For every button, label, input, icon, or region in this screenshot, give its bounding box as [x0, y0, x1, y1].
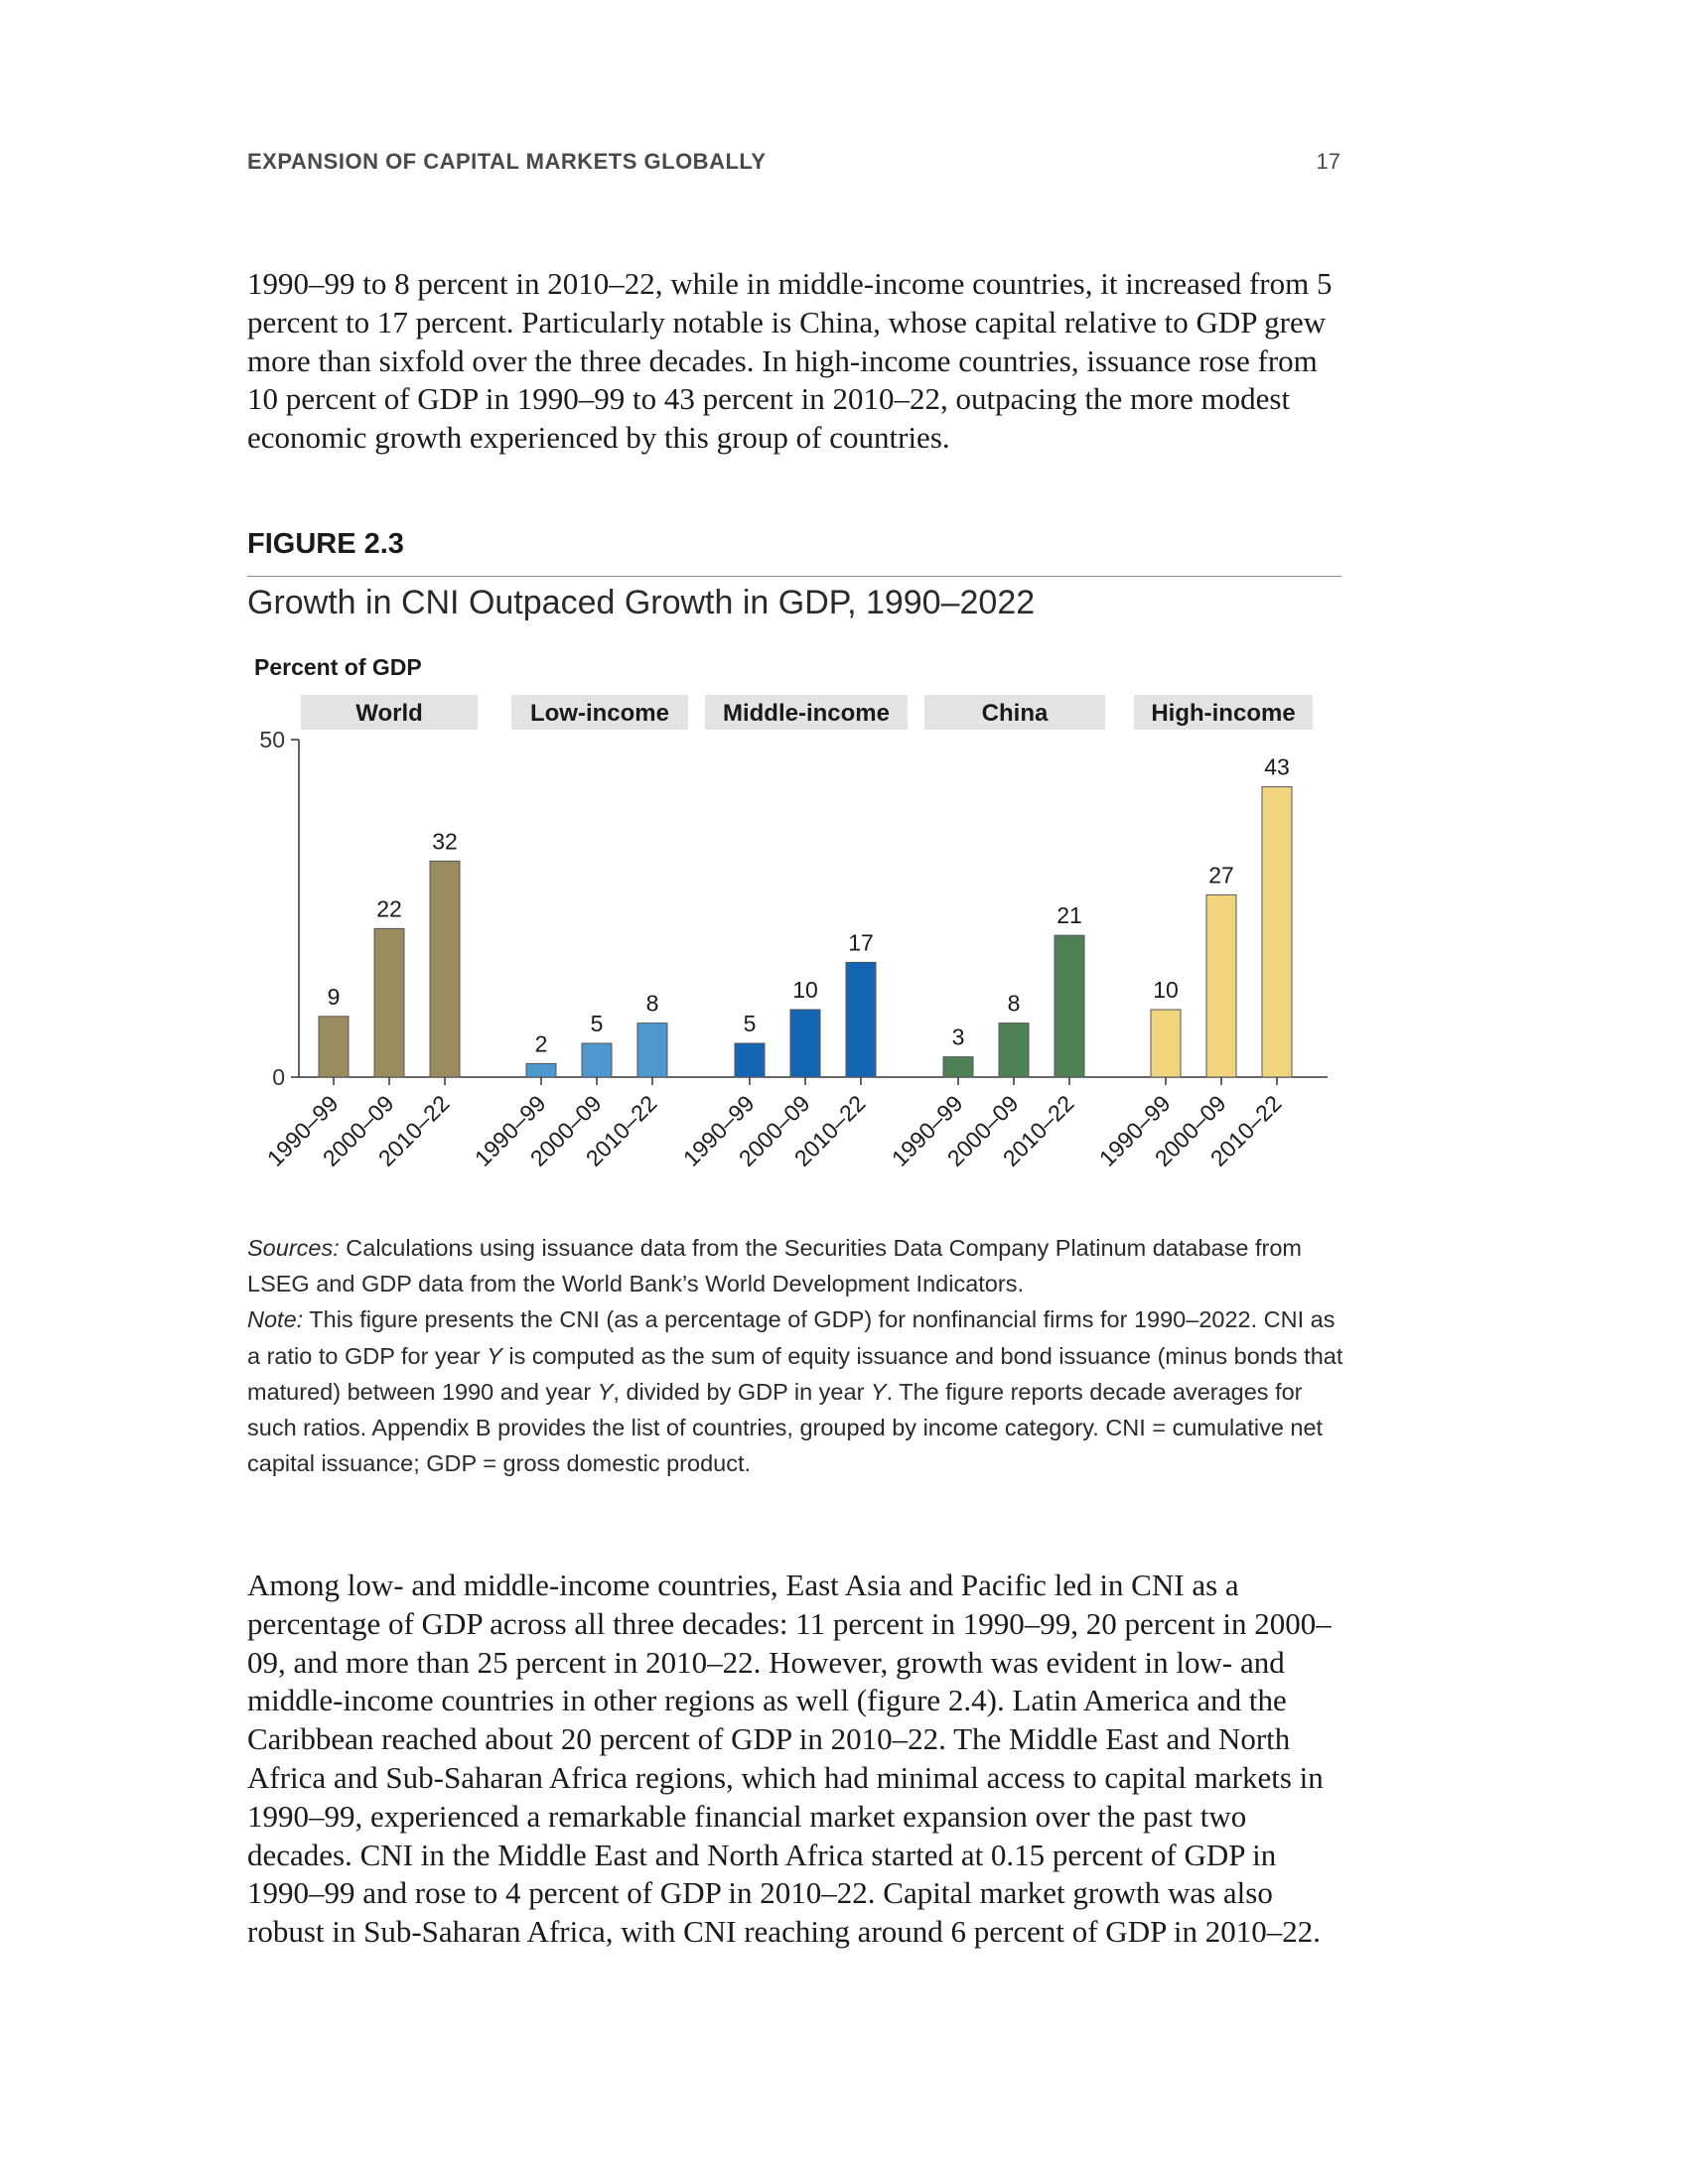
panel-header-label: World [355, 700, 423, 727]
note-part-4: . The figure reports decade averages for… [247, 1378, 1324, 1477]
panel-header-label: China [982, 700, 1049, 727]
data-label: 9 [328, 984, 341, 1010]
y-tick-label: 50 [259, 727, 285, 752]
note-part-1: This figure presents the CNI (as a perce… [247, 1306, 1336, 1369]
bar [1205, 893, 1237, 1078]
body-paragraph-1: 1990–99 to 8 percent in 2010–22, while i… [247, 266, 1333, 456]
note-label: Note: [247, 1306, 304, 1333]
note-var-3: Y [870, 1378, 887, 1405]
data-label: 21 [1056, 902, 1082, 928]
sources-note: Sources: Calculations using issuance dat… [247, 1230, 1349, 1301]
data-label: 32 [432, 828, 458, 854]
data-label: 10 [1153, 977, 1179, 1003]
data-label: 43 [1264, 754, 1290, 780]
bar [1150, 1009, 1182, 1078]
bar [998, 1023, 1030, 1078]
bar [1054, 934, 1085, 1078]
data-label: 8 [646, 991, 659, 1017]
bar [636, 1023, 668, 1078]
note-part-3: , divided by GDP in year [613, 1378, 871, 1405]
bar [318, 1016, 350, 1078]
bar [373, 927, 405, 1078]
sources-label: Sources: [247, 1235, 340, 1261]
note-part-2: is computed as the sum of equity issuanc… [247, 1342, 1343, 1405]
sources-text: Calculations using issuance data from th… [247, 1235, 1302, 1297]
data-label: 5 [744, 1011, 757, 1036]
panel-header-bg [301, 695, 478, 730]
bar [1261, 786, 1293, 1078]
bar [845, 961, 877, 1078]
figure-notes: Sources: Calculations using issuance dat… [247, 1230, 1349, 1481]
panel-header-bg [511, 695, 688, 730]
bar [525, 1062, 557, 1078]
note-text: Note: This figure presents the CNI (as a… [247, 1301, 1349, 1481]
bar-chart: Percent of GDP050World91990–99222000–093… [254, 654, 1328, 1171]
note-var-2: Y [597, 1378, 614, 1405]
panel-header-bg [1134, 695, 1313, 730]
data-label: 5 [591, 1011, 604, 1036]
figure-rule [247, 576, 1341, 577]
panel-header-label: Low-income [530, 700, 669, 727]
data-label: 3 [952, 1024, 965, 1050]
bar [429, 860, 461, 1078]
data-label: 10 [792, 977, 818, 1003]
body-paragraph-2: Among low- and middle-income countries, … [247, 1568, 1332, 1950]
panel-header-label: High-income [1151, 700, 1295, 727]
data-label: 8 [1008, 991, 1021, 1017]
y-tick-label: 0 [272, 1064, 285, 1090]
bar [734, 1042, 766, 1078]
data-label: 22 [376, 895, 402, 921]
data-label: 2 [535, 1030, 548, 1056]
bar [942, 1056, 974, 1078]
bar [581, 1042, 613, 1078]
note-var-1: Y [487, 1342, 502, 1369]
data-label: 27 [1208, 862, 1234, 887]
figure-title: Growth in CNI Outpaced Growth in GDP, 19… [247, 584, 1036, 621]
panel-header-bg [924, 695, 1105, 730]
figure-label: FIGURE 2.3 [247, 528, 404, 560]
running-head: EXPANSION OF CAPITAL MARKETS GLOBALLY [247, 149, 767, 174]
bar [789, 1009, 821, 1078]
panel-header-bg [705, 695, 908, 730]
panel-header-label: Middle-income [723, 700, 890, 727]
page-number: 17 [1316, 149, 1340, 174]
y-axis-label: Percent of GDP [254, 654, 422, 680]
data-label: 17 [848, 929, 874, 955]
